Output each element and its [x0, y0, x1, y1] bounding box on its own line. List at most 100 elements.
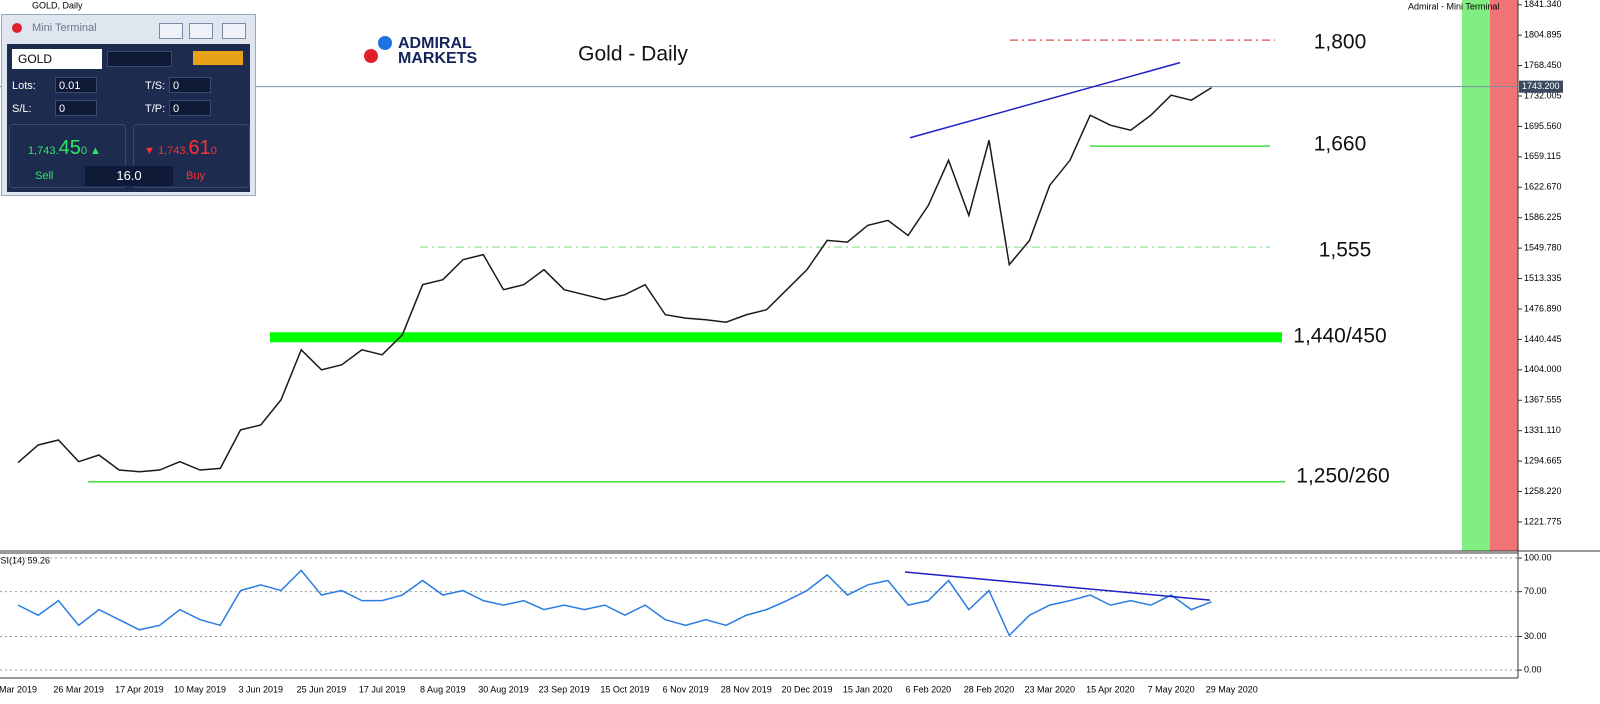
- y-tick-label: 1258.220: [1524, 486, 1562, 496]
- y-tick-label: 1695.560: [1524, 121, 1562, 131]
- brand: MARKETS: [398, 50, 477, 67]
- label: T/S:: [145, 80, 166, 92]
- chart-title: Gold - Daily: [578, 43, 688, 66]
- y-tick-label: 1221.775: [1524, 516, 1562, 526]
- x-tick-label: 8 Aug 2019: [420, 684, 466, 694]
- y-tick-label: 1331.110: [1524, 425, 1561, 435]
- y-tick-label: 1476.890: [1524, 303, 1562, 313]
- window-title: GOLD, Daily: [32, 0, 83, 10]
- x-tick-label: 15 Apr 2020: [1086, 684, 1135, 694]
- icon: [12, 23, 22, 33]
- x-tick-label: 28 Nov 2019: [721, 684, 772, 694]
- mini-terminal-title: Mini Terminal: [32, 22, 97, 34]
- level-label: 1,250/260: [1296, 465, 1389, 488]
- sl: 0: [59, 103, 66, 115]
- tp-input[interactable]: 0: [169, 100, 211, 116]
- buy-price: 61: [188, 137, 211, 159]
- level-label: 1,800: [1314, 31, 1367, 54]
- x-tick-label: Mar 2019: [0, 684, 37, 694]
- symbol-select[interactable]: GOLD: [12, 49, 102, 69]
- y-tick-label: 1404.000: [1524, 364, 1562, 374]
- x-tick-label: 29 May 2020: [1206, 684, 1258, 694]
- symbol: GOLD: [18, 52, 53, 66]
- level-band: [270, 332, 1282, 343]
- x-tick-label: 15 Jan 2020: [843, 684, 893, 694]
- buy-button[interactable]: ▼ 1,743.610 Buy: [133, 124, 250, 188]
- tp: 0: [173, 103, 180, 115]
- y-tick-label: 1841.340: [1524, 0, 1562, 9]
- mini-terminal-header: Mini Terminal: [2, 15, 255, 43]
- y-tick-label: 1659.115: [1524, 151, 1561, 161]
- signal-bar-sell: [1490, 0, 1518, 551]
- last-price-label: 1743.200: [1522, 81, 1560, 91]
- y-tick-label: 1622.670: [1524, 182, 1562, 192]
- buy-price: 0: [210, 145, 217, 157]
- sl-input[interactable]: 0: [55, 100, 97, 116]
- mini-terminal-body: GOLD Lots: 0.01 T/S: 0 S/L: 0 T/P: 0 1,7…: [7, 44, 250, 192]
- x-tick-label: 7 May 2020: [1148, 684, 1195, 694]
- x-tick-label: 23 Mar 2020: [1024, 684, 1075, 694]
- logo-dot: [378, 36, 392, 50]
- sell-label: Sell: [35, 170, 54, 182]
- label: S/L:: [12, 103, 32, 115]
- rsi-title: RSI(14) 59.26: [0, 555, 50, 565]
- sell-button[interactable]: 1,743.450 ▲ Sell: [9, 124, 126, 188]
- y-tick-label: 1513.335: [1524, 273, 1562, 283]
- y-tick-label: 100.00: [1524, 552, 1552, 562]
- y-tick-label: 1294.665: [1524, 455, 1562, 465]
- x-tick-label: 6 Feb 2020: [906, 684, 952, 694]
- brand: ADMIRAL: [398, 35, 472, 52]
- x-tick-label: 30 Aug 2019: [478, 684, 529, 694]
- level-label: 1,660: [1314, 133, 1367, 156]
- x-tick-label: 17 Jul 2019: [359, 684, 406, 694]
- buy-price: 1,743.: [157, 145, 189, 157]
- close-button[interactable]: [222, 23, 246, 39]
- label: T/P:: [145, 103, 166, 115]
- buy-label: Buy: [186, 170, 205, 182]
- x-tick-label: 23 Sep 2019: [539, 684, 590, 694]
- maximize-button[interactable]: [189, 23, 213, 39]
- x-tick-label: 20 Dec 2019: [781, 684, 832, 694]
- x-tick-label: 3 Jun 2019: [238, 684, 283, 694]
- x-tick-label: 6 Nov 2019: [663, 684, 709, 694]
- spread: 16.0: [85, 166, 173, 186]
- y-tick-label: 1440.445: [1524, 334, 1562, 344]
- x-tick-label: 10 May 2019: [174, 684, 226, 694]
- series-line: [17, 87, 1212, 473]
- trendline: [904, 571, 1211, 601]
- input[interactable]: [107, 51, 172, 67]
- x-tick-label: 15 Oct 2019: [600, 684, 649, 694]
- indicator-label: Admiral - Mini Terminal: [1408, 1, 1499, 11]
- minimize-button[interactable]: [159, 23, 183, 39]
- x-tick-label: 26 Mar 2019: [53, 684, 104, 694]
- lots: 0.01: [59, 80, 81, 92]
- sell-price: 0: [80, 145, 87, 157]
- spread-value: 16.0: [116, 168, 142, 183]
- y-tick-label: 1549.780: [1524, 243, 1562, 253]
- x-tick-label: 17 Apr 2019: [115, 684, 164, 694]
- series-line: [17, 569, 1212, 637]
- x-tick-label: 28 Feb 2020: [964, 684, 1015, 694]
- lots-input[interactable]: 0.01: [55, 77, 97, 93]
- level-label: 1,440/450: [1293, 325, 1386, 348]
- logo-dot: [364, 49, 378, 63]
- sell-price: 1,743.: [28, 145, 59, 157]
- trendline: [909, 61, 1181, 139]
- toolbar[interactable]: [193, 51, 243, 65]
- y-tick-label: 1367.555: [1524, 395, 1562, 405]
- mini-terminal: Mini Terminal GOLD Lots: 0.01 T/S: 0 S/L…: [1, 14, 256, 196]
- x-tick-label: 25 Jun 2019: [297, 684, 347, 694]
- y-tick-label: 30.00: [1524, 631, 1547, 641]
- signal-bar-buy: [1462, 0, 1490, 551]
- level-label: 1,555: [1319, 239, 1372, 262]
- ts-input[interactable]: 0: [169, 77, 211, 93]
- last-price-box: [1519, 80, 1563, 93]
- label: Lots:: [12, 80, 36, 92]
- sell-price: 45: [58, 137, 81, 159]
- y-tick-label: 1586.225: [1524, 212, 1562, 222]
- y-tick-label: 0.00: [1524, 665, 1542, 675]
- y-tick-label: 1732.005: [1524, 90, 1562, 100]
- y-tick-label: 70.00: [1524, 586, 1547, 596]
